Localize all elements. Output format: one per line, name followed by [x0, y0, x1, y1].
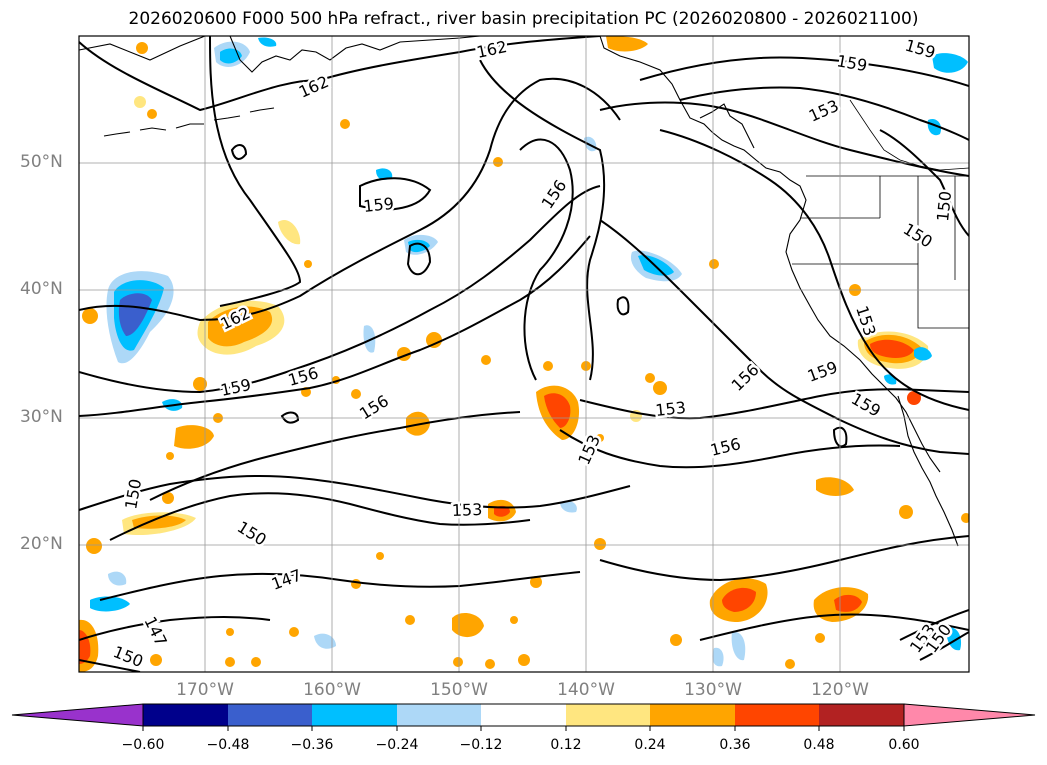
colorbar-tick-label: 0.48	[803, 737, 835, 753]
shade-negative-cell-sw-2	[108, 571, 127, 586]
colorbar-extend-low	[11, 703, 144, 727]
colorbar-tick-label: 0.24	[634, 737, 666, 753]
shade-positive-cell-154w	[452, 612, 484, 638]
colorbar-tick-label: −0.60	[121, 737, 165, 753]
contour-150-south	[79, 616, 271, 641]
contour-159-east-1	[639, 56, 969, 87]
shade-positive-cell-45n-west	[278, 220, 301, 245]
latitude-label: 50°N	[20, 152, 63, 172]
contour-156-mid	[79, 235, 591, 417]
contour-153-southwest	[79, 475, 631, 511]
contour-156-east	[599, 219, 969, 455]
shade-positive-cell-top	[606, 36, 648, 52]
shade-negative-cell-12n-mid	[314, 633, 336, 649]
contour-156-east-2	[599, 101, 969, 177]
longitude-label: 150°W	[430, 680, 488, 700]
contour-label: 150	[933, 190, 955, 222]
colorbar-bin	[143, 704, 228, 726]
latitude-label: 20°N	[20, 534, 63, 554]
contour-153-east	[659, 129, 969, 411]
shade-negative-cell-top-mid	[258, 37, 277, 47]
contour-150-southwest	[109, 492, 531, 541]
shade-positive-cell-15n-a-core	[722, 587, 756, 612]
colorbar-tick-label: −0.36	[290, 737, 334, 753]
shade-negative-cell-46n	[376, 168, 393, 180]
shade-negative-blob-40n-deep	[118, 293, 152, 336]
colorbar-bin	[566, 704, 650, 726]
colorbar-bin	[397, 704, 481, 726]
contour-closed-38n	[616, 296, 630, 316]
shade-positive-cell-23n-west-core	[132, 515, 186, 529]
contour-159-center	[359, 177, 432, 211]
colorbar-bin	[481, 704, 566, 726]
longitude-label: 160°W	[303, 680, 361, 700]
longitude-label: 170°W	[176, 680, 234, 700]
shade-negative-cell-38n-mid	[363, 325, 376, 353]
shade-positive-cell-22n-core	[494, 505, 510, 517]
contour-156-south	[579, 388, 969, 420]
contour-label: 153	[654, 398, 686, 420]
shade-negative-cell-ne	[932, 53, 968, 73]
contour-147-south	[99, 571, 581, 601]
contour-153-se	[899, 609, 969, 641]
contour-162-north	[79, 36, 601, 112]
shade-positive-cell-25n-east	[816, 477, 854, 496]
contour-147-far-south	[699, 613, 969, 641]
colorbar-bin	[735, 704, 819, 726]
precip-shading	[79, 36, 969, 672]
longitude-label: 140°W	[557, 680, 615, 700]
contour-162-mid	[79, 77, 621, 322]
shade-positive-cell-se-coast-core	[870, 339, 914, 358]
contour-closed-48n	[230, 144, 248, 160]
shade-negative-cell-43n-mid-core	[408, 239, 430, 253]
colorbar	[11, 703, 1036, 731]
contour-closed-30n-west	[280, 411, 300, 424]
contour-153-far-south	[599, 535, 969, 582]
shade-negative-cell-14n	[731, 631, 746, 661]
contour-closed-42n	[406, 242, 432, 276]
map-area: 162 162 159 153 159 156 150 150 162 159 …	[79, 36, 969, 672]
shade-negative-cell-22n-mid	[560, 500, 577, 513]
map-frame	[78, 35, 970, 673]
colorbar-tick-label: −0.48	[206, 737, 250, 753]
contour-156-trough	[479, 59, 606, 381]
graticule	[79, 36, 969, 672]
colorbar-tick-label: −0.24	[375, 737, 419, 753]
colorbar-tick-label: 0.12	[550, 737, 582, 753]
colorbar-tick-label: 0.60	[888, 737, 920, 753]
colorbar-tick-label: −0.12	[459, 737, 503, 753]
contour-label: 153	[451, 500, 482, 520]
colorbar-extend-high	[903, 703, 1036, 727]
colorbar-bin	[228, 704, 312, 726]
contour-159-mid	[79, 185, 601, 394]
contour-153-loop	[519, 138, 574, 381]
shade-positive-cell-31n-core	[544, 393, 571, 428]
colorbar-bin	[312, 704, 397, 726]
colorbar-tick-label: 0.36	[719, 737, 751, 753]
shade-positive-cell-15n-b-core	[834, 594, 862, 612]
longitude-label: 120°W	[811, 680, 869, 700]
latitude-label: 40°N	[20, 279, 63, 299]
shade-positive-blob-162-core	[208, 306, 273, 347]
latitude-label: 30°N	[20, 407, 63, 427]
colorbar-bin	[819, 704, 904, 726]
shade-positive-cell-30n-west	[174, 425, 214, 449]
shade-negative-cell-se	[914, 347, 932, 361]
contour-150-east	[879, 129, 969, 237]
longitude-label: 130°W	[684, 680, 742, 700]
refractivity-contours	[79, 36, 969, 672]
shade-negative-cell-sw	[90, 596, 130, 612]
contour-159-northwest	[209, 36, 302, 307]
map-title: 2026020600 F000 500 hPa refract., river …	[128, 9, 919, 29]
contour-150-far-south	[79, 659, 141, 672]
colorbar-bin	[650, 704, 735, 726]
shade-negative-cell-12n-east	[712, 647, 724, 667]
contour-label: 159	[362, 194, 394, 216]
contour-150-se	[919, 631, 969, 661]
